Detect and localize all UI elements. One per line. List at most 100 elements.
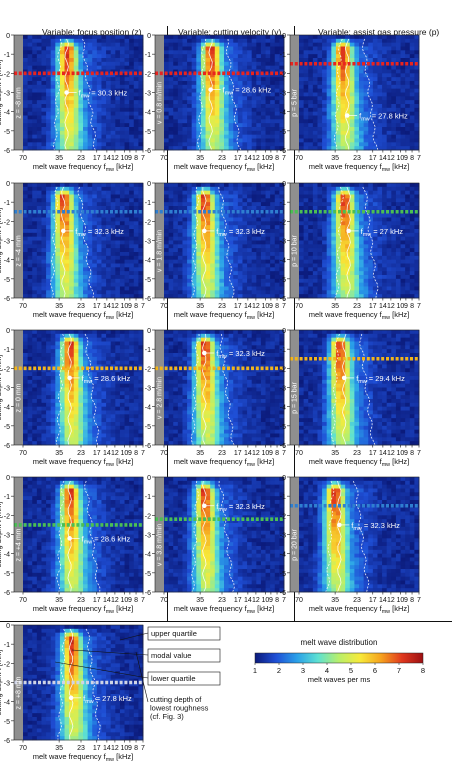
heatmap-cell — [69, 330, 75, 335]
heatmap-cell — [242, 81, 248, 86]
heatmap-cell — [168, 46, 174, 51]
heatmap-cell — [256, 146, 262, 151]
heatmap-cell — [251, 42, 257, 47]
heatmap-cell — [256, 278, 262, 284]
x-tick-label: 70 — [295, 303, 303, 310]
heatmap-cell — [168, 202, 174, 207]
heatmap-cell — [265, 119, 271, 124]
heatmap-cell — [354, 236, 360, 241]
heatmap-cell — [377, 130, 383, 136]
heatmap-cell — [214, 198, 220, 203]
heatmap-cell — [340, 54, 346, 59]
heatmap-cell — [164, 252, 170, 257]
heatmap-cell — [41, 194, 47, 199]
heatmap-cell — [405, 213, 411, 218]
heatmap-cell — [41, 202, 47, 207]
heatmap-cell — [73, 104, 79, 109]
heatmap-cell — [101, 290, 107, 295]
heatmap-cell — [260, 142, 266, 147]
heatmap-cell — [386, 92, 392, 97]
heatmap-cell — [242, 194, 248, 199]
heatmap-cell — [133, 111, 139, 116]
heatmap-cell — [133, 77, 139, 82]
heatmap-cell — [368, 77, 374, 82]
heatmap-cell — [173, 252, 179, 257]
heatmap-cell — [138, 84, 144, 90]
heatmap-cell — [303, 88, 309, 93]
heatmap-cell — [205, 202, 211, 207]
heatmap-cell — [173, 111, 179, 116]
heatmap-cell — [64, 271, 70, 276]
heatmap-cell — [110, 275, 116, 280]
heatmap-cell — [64, 54, 70, 59]
heatmap-cell — [73, 73, 79, 78]
heatmap-cell — [164, 119, 170, 124]
heatmap-cell — [133, 330, 139, 335]
heatmap-cell — [196, 61, 202, 67]
heatmap-cell — [23, 35, 29, 40]
heatmap-cell — [326, 229, 332, 234]
heatmap-cell — [41, 267, 47, 272]
heatmap-cell — [274, 229, 280, 234]
heatmap-cell — [106, 92, 112, 97]
heatmap-cell — [106, 146, 112, 151]
heatmap-cell — [59, 42, 65, 47]
heatmap-cell — [50, 127, 56, 132]
heatmap-cell — [279, 38, 285, 44]
heatmap-cell — [46, 65, 52, 70]
heatmap-cell — [354, 111, 360, 116]
heatmap-cell — [138, 104, 144, 109]
heatmap-cell — [368, 54, 374, 59]
heatmap-cell — [274, 244, 280, 249]
heatmap-cell — [182, 119, 188, 124]
heatmap-cell — [274, 73, 280, 78]
heatmap-cell — [409, 38, 415, 44]
heatmap-cell — [274, 198, 280, 203]
heatmap-cell — [50, 58, 56, 63]
heatmap-cell — [265, 221, 271, 226]
heatmap-cell — [168, 142, 174, 147]
heatmap-cell — [377, 248, 383, 253]
heatmap-cell — [279, 142, 285, 147]
heatmap-cell — [124, 77, 130, 82]
heatmap-cell — [345, 42, 351, 47]
heatmap-cell — [265, 267, 271, 272]
heatmap-cell — [260, 240, 266, 245]
heatmap-cell — [386, 88, 392, 93]
heatmap-cell — [164, 134, 170, 139]
heatmap-cell — [87, 240, 93, 245]
heatmap-cell — [317, 206, 323, 211]
heatmap-cell — [177, 229, 183, 234]
heatmap-cell — [173, 50, 179, 55]
heatmap-cell — [270, 81, 276, 86]
heatmap-cell — [382, 275, 388, 280]
heatmap-cell — [377, 267, 383, 272]
heatmap-cell — [110, 183, 116, 188]
heatmap-cell — [214, 209, 220, 215]
heatmap-cell — [224, 69, 230, 74]
heatmap-cell — [326, 244, 332, 249]
heatmap-cell — [50, 236, 56, 241]
heatmap-cell — [200, 282, 206, 287]
heatmap-cell — [326, 100, 332, 105]
heatmap-cell — [349, 217, 355, 222]
heatmap-cell — [331, 54, 337, 59]
heatmap-cell — [23, 142, 29, 147]
heatmap-cell — [303, 190, 309, 195]
heatmap-cell — [87, 225, 93, 230]
heatmap-cell — [115, 58, 121, 63]
lower-quartile-line — [50, 186, 59, 299]
heatmap-cell — [414, 35, 420, 40]
heatmap-cell — [214, 263, 220, 268]
heatmap-cell — [36, 330, 42, 335]
heatmap-cell — [55, 240, 61, 245]
heatmap-cell — [138, 65, 144, 70]
heatmap-cell — [303, 96, 309, 101]
heatmap-cell — [23, 81, 29, 86]
heatmap-cell — [414, 255, 420, 261]
heatmap-cell — [182, 142, 188, 147]
heatmap-cell — [200, 73, 206, 78]
heatmap-cell — [354, 115, 360, 120]
heatmap-cell — [265, 206, 271, 211]
heatmap-cell — [173, 138, 179, 143]
